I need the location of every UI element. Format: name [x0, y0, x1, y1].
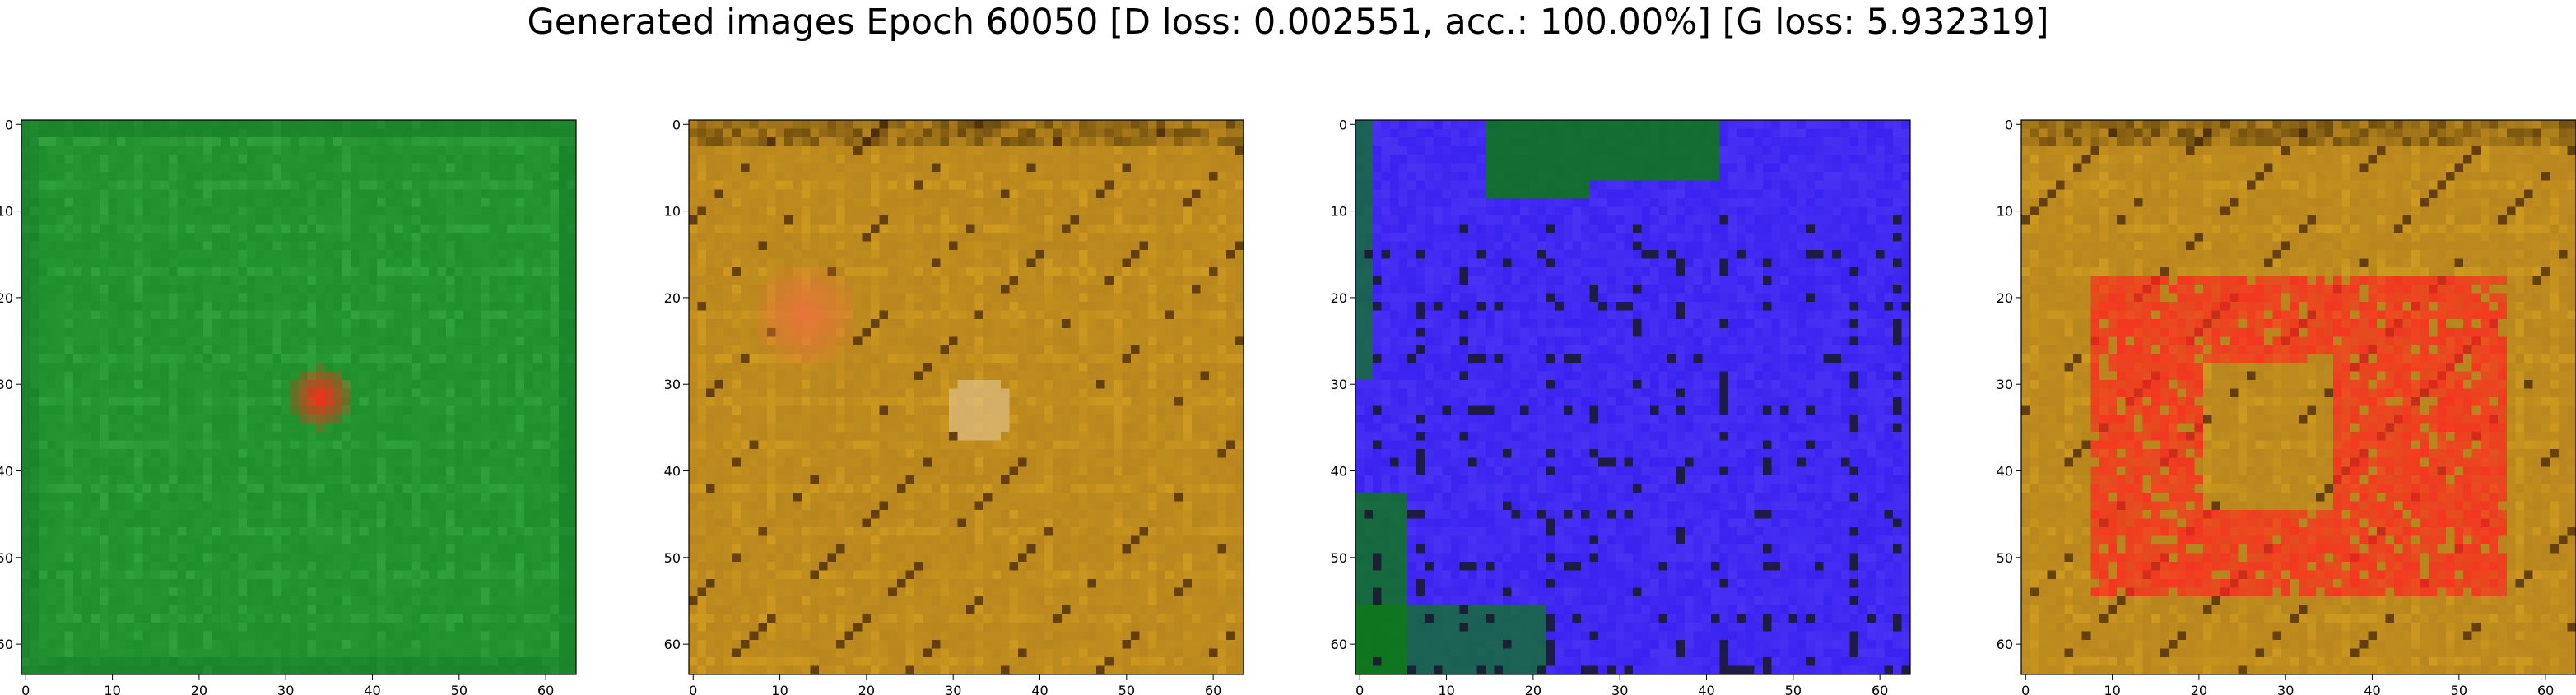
y-tick-label: 20	[664, 290, 681, 306]
y-tick-label: 30	[664, 377, 681, 392]
x-tick-label: 40	[364, 683, 380, 695]
y-tick-label: 20	[1997, 290, 2013, 306]
x-tick-label: 10	[771, 683, 788, 695]
x-tick-label: 60	[1872, 683, 1888, 695]
image-panel-2: 0 10 20 30 40 50 60 0 10 20 30 40 50 60	[689, 120, 1244, 674]
y-tick-label: 0	[5, 117, 13, 132]
x-tick-label: 0	[689, 683, 697, 695]
image-panel-3: 0 10 20 30 40 50 60 0 10 20 30 40 50 60	[1355, 120, 1910, 674]
y-tick-label: 0	[672, 117, 681, 132]
x-tick-label: 20	[858, 683, 875, 695]
y-tick-label: 50	[0, 550, 13, 566]
y-tick-label: 0	[2005, 117, 2013, 132]
image-panel-1: 0 10 20 30 40 50 60 0 10 20 30 40 50 60	[21, 120, 576, 674]
y-tick-label: 60	[664, 637, 681, 652]
x-tick-label: 10	[1438, 683, 1454, 695]
x-tick-label: 50	[1118, 683, 1135, 695]
x-tick-label: 40	[1698, 683, 1714, 695]
y-tick-label: 60	[1997, 637, 2013, 652]
x-tick-label: 60	[2537, 683, 2554, 695]
x-tick-label: 20	[2191, 683, 2207, 695]
axes-border	[689, 120, 1244, 674]
y-tick-label: 10	[664, 204, 681, 220]
x-tick-label: 40	[2364, 683, 2380, 695]
x-tick-label: 50	[451, 683, 467, 695]
x-tick-label: 30	[1611, 683, 1628, 695]
axes-border	[21, 120, 576, 674]
x-tick-label: 30	[277, 683, 294, 695]
x-tick-label: 0	[1355, 683, 1364, 695]
axes-border	[2021, 120, 2576, 674]
y-tick-label: 30	[0, 377, 13, 392]
y-tick-label: 0	[1339, 117, 1347, 132]
image-panel-4: 0 10 20 30 40 50 60 0 10 20 30 40 50 60	[2021, 120, 2576, 674]
y-tick-label: 60	[1331, 637, 1347, 652]
x-tick-label: 0	[21, 683, 30, 695]
x-tick-label: 10	[2104, 683, 2120, 695]
y-tick-label: 10	[0, 204, 13, 220]
y-tick-label: 30	[1997, 377, 2013, 392]
y-tick-label: 40	[1331, 464, 1347, 480]
x-tick-label: 10	[104, 683, 120, 695]
x-tick-label: 20	[191, 683, 207, 695]
x-tick-label: 50	[2451, 683, 2467, 695]
x-tick-label: 20	[1525, 683, 1541, 695]
y-tick-label: 20	[0, 290, 13, 306]
y-tick-label: 40	[1997, 464, 2013, 480]
x-tick-label: 50	[1785, 683, 1802, 695]
x-tick-label: 30	[945, 683, 961, 695]
axes-border	[1355, 120, 1910, 674]
y-tick-label: 10	[1331, 204, 1347, 220]
x-tick-label: 60	[537, 683, 554, 695]
y-tick-label: 50	[1331, 550, 1347, 566]
y-tick-label: 50	[664, 550, 681, 566]
y-tick-label: 50	[1997, 550, 2013, 566]
x-tick-label: 0	[2021, 683, 2030, 695]
y-tick-label: 30	[1331, 377, 1347, 392]
figure-title: Generated images Epoch 60050 [D loss: 0.…	[0, 0, 2576, 40]
x-tick-label: 60	[1205, 683, 1221, 695]
y-tick-label: 10	[1997, 204, 2013, 220]
x-tick-label: 30	[2277, 683, 2294, 695]
x-tick-label: 40	[1031, 683, 1048, 695]
y-tick-label: 40	[0, 464, 13, 480]
y-tick-label: 40	[664, 464, 681, 480]
y-tick-label: 20	[1331, 290, 1347, 306]
y-tick-label: 60	[0, 637, 13, 652]
